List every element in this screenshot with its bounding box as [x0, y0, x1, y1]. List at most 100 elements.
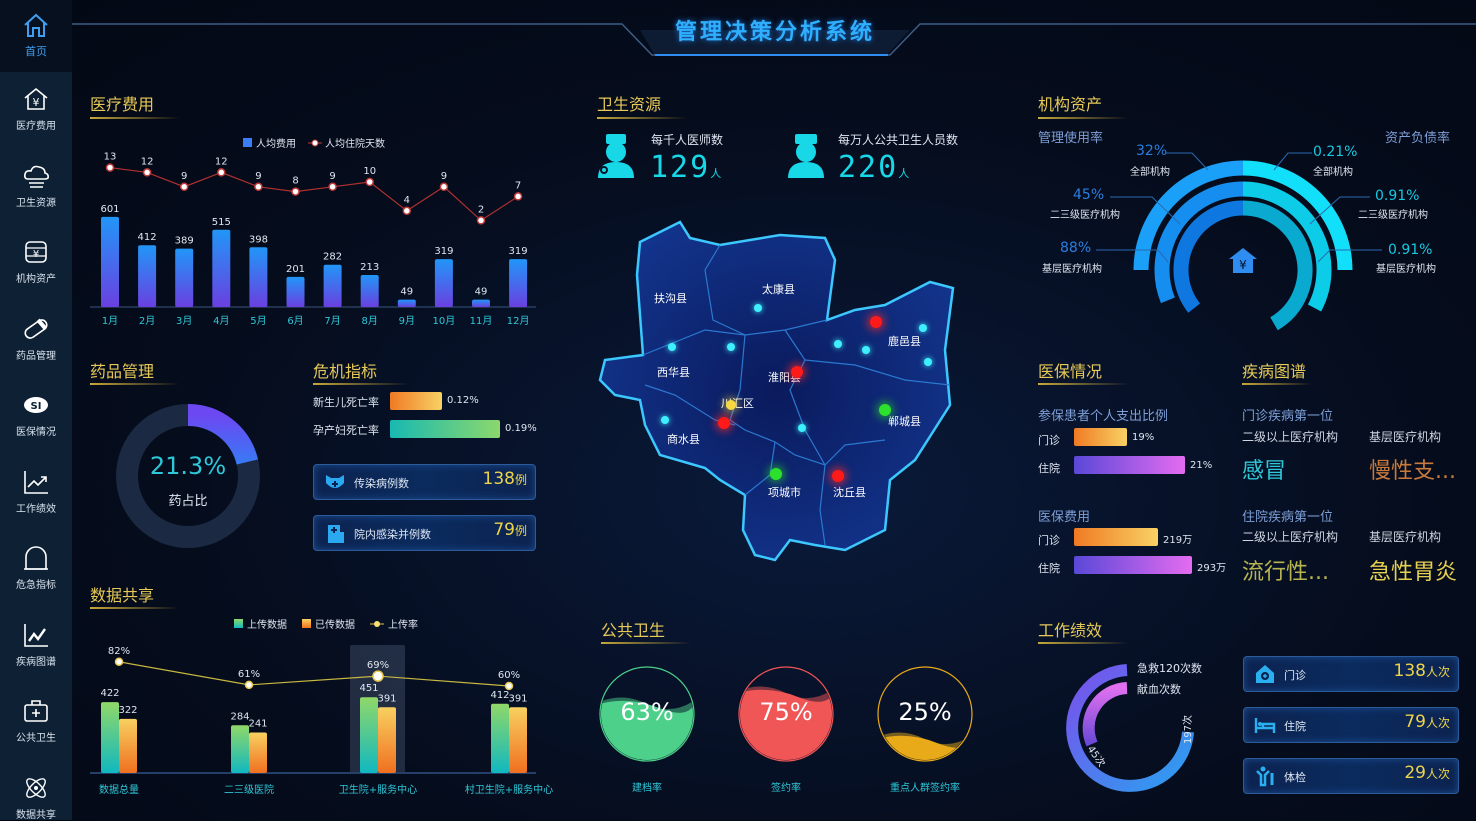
section-underline [1038, 642, 1128, 644]
bar-value-label: 515 [212, 217, 231, 228]
line-point[interactable] [476, 216, 486, 225]
map-marker-ok[interactable] [879, 404, 891, 416]
map-outline [598, 220, 955, 562]
line-point[interactable] [114, 657, 124, 667]
map-marker-normal[interactable] [834, 340, 842, 348]
hospital-infection-card[interactable]: 院内感染并例数 79例 [313, 515, 536, 551]
debt-arc-secondary[interactable] [1242, 181, 1332, 312]
bar[interactable] [175, 248, 194, 307]
map-marker-alert[interactable] [718, 417, 730, 429]
bar[interactable] [323, 264, 342, 307]
sidebar-item[interactable]: 工作绩效 [0, 467, 72, 515]
bar[interactable] [212, 229, 231, 307]
line-point[interactable] [179, 182, 189, 192]
map-marker-normal[interactable] [798, 424, 806, 432]
map-marker-alert[interactable] [791, 366, 803, 378]
line-point[interactable] [105, 163, 115, 172]
bar[interactable] [378, 707, 396, 773]
line-point[interactable] [217, 168, 226, 177]
bar[interactable] [509, 259, 528, 307]
sidebar-item[interactable]: 危急指标 [0, 543, 72, 591]
line-value-label: 2 [478, 204, 484, 215]
outpatient-disease-title: 门诊疾病第一位 [1242, 409, 1334, 424]
line-point[interactable] [439, 182, 449, 192]
map-marker-normal[interactable] [924, 358, 932, 366]
line-point[interactable] [365, 177, 374, 187]
x-tick-label: 村卫生院+服务中心 [465, 783, 553, 796]
debt-arc-all[interactable] [1242, 160, 1353, 271]
bar[interactable] [491, 703, 509, 773]
sidebar-item[interactable]: 卫生资源 [0, 161, 72, 209]
debt-arc-primary[interactable] [1242, 200, 1313, 331]
bar[interactable] [360, 275, 379, 307]
bar[interactable] [138, 245, 157, 307]
map-marker-normal[interactable] [919, 324, 927, 332]
line-point[interactable] [291, 187, 300, 196]
map-marker-normal[interactable] [862, 346, 870, 354]
map-marker-normal[interactable] [661, 416, 669, 424]
bar-value-label: 49 [400, 287, 413, 298]
performance-card[interactable]: 体检 29人次 [1243, 758, 1459, 794]
bar[interactable] [397, 299, 416, 307]
map-marker-alert[interactable] [870, 316, 882, 328]
bar-value-label: 284 [230, 711, 249, 722]
sidebar-item[interactable]: 疾病图谱 [0, 620, 72, 668]
usage-arc-primary[interactable] [1173, 200, 1244, 313]
map-marker-ok[interactable] [770, 468, 782, 480]
line-point[interactable] [254, 182, 263, 192]
line-value-label: 82% [108, 646, 130, 657]
bar[interactable] [360, 697, 378, 773]
map-marker-warning[interactable] [726, 400, 736, 410]
map-region-label[interactable]: 鹿邑县 [888, 335, 921, 348]
line-point[interactable] [328, 182, 337, 192]
performance-card[interactable]: 门诊 138人次 [1243, 656, 1459, 692]
sidebar-item[interactable]: 公共卫生 [0, 696, 72, 744]
bar[interactable] [101, 216, 119, 307]
map-marker-normal[interactable] [727, 343, 735, 351]
sidebar-item[interactable]: ¥ 机构资产 [0, 237, 72, 285]
sidebar-item[interactable]: 数据共享 [0, 773, 72, 821]
line-value-label: 7 [515, 180, 521, 191]
line-point[interactable] [142, 168, 152, 177]
usage-arc-all[interactable] [1133, 160, 1244, 271]
map-region-label[interactable]: 郸城县 [888, 415, 921, 428]
map-region-label[interactable]: 项城市 [768, 486, 801, 499]
map-region-label[interactable]: 沈丘县 [833, 486, 866, 499]
bar[interactable] [231, 725, 249, 773]
infectious-cases-card[interactable]: 传染病例数 138例 [313, 464, 536, 500]
line-point[interactable] [372, 670, 384, 682]
map-marker-normal[interactable] [668, 343, 676, 351]
sidebar-item[interactable]: ¥ 医疗费用 [0, 84, 72, 132]
line-point[interactable] [402, 206, 412, 216]
line-point[interactable] [244, 680, 254, 690]
usage-arc-secondary[interactable] [1154, 181, 1244, 304]
bar[interactable] [249, 732, 267, 773]
bar-value-label: 213 [360, 262, 379, 273]
unit: 例 [514, 473, 527, 487]
sidebar-item[interactable]: SI 医保情况 [0, 390, 72, 438]
legend-label: 已传数据 [315, 618, 355, 631]
bar[interactable] [434, 259, 453, 307]
line-point[interactable] [504, 681, 514, 691]
region-map[interactable] [595, 210, 965, 580]
bar[interactable] [286, 276, 305, 307]
value: 129 [650, 150, 711, 185]
card-label: 门诊 [1284, 669, 1306, 682]
bar[interactable] [509, 707, 527, 773]
map-marker-alert[interactable] [832, 470, 844, 482]
bar[interactable] [101, 702, 119, 773]
x-tick-label: 二三级医院 [224, 783, 274, 796]
map-region-label[interactable]: 太康县 [762, 283, 795, 296]
line-point[interactable] [513, 192, 523, 201]
map-region-label[interactable]: 商水县 [667, 433, 700, 446]
bar[interactable] [472, 299, 490, 307]
performance-card[interactable]: 住院 79人次 [1243, 707, 1459, 743]
sidebar-home[interactable]: 首页 [0, 0, 72, 72]
bar[interactable] [249, 247, 268, 307]
clinic-house-icon [1256, 665, 1274, 683]
map-marker-normal[interactable] [754, 304, 762, 312]
map-region-label[interactable]: 西华县 [657, 366, 690, 379]
bar[interactable] [119, 718, 137, 773]
map-region-label[interactable]: 扶沟县 [654, 292, 687, 305]
sidebar-item[interactable]: 药品管理 [0, 314, 72, 362]
